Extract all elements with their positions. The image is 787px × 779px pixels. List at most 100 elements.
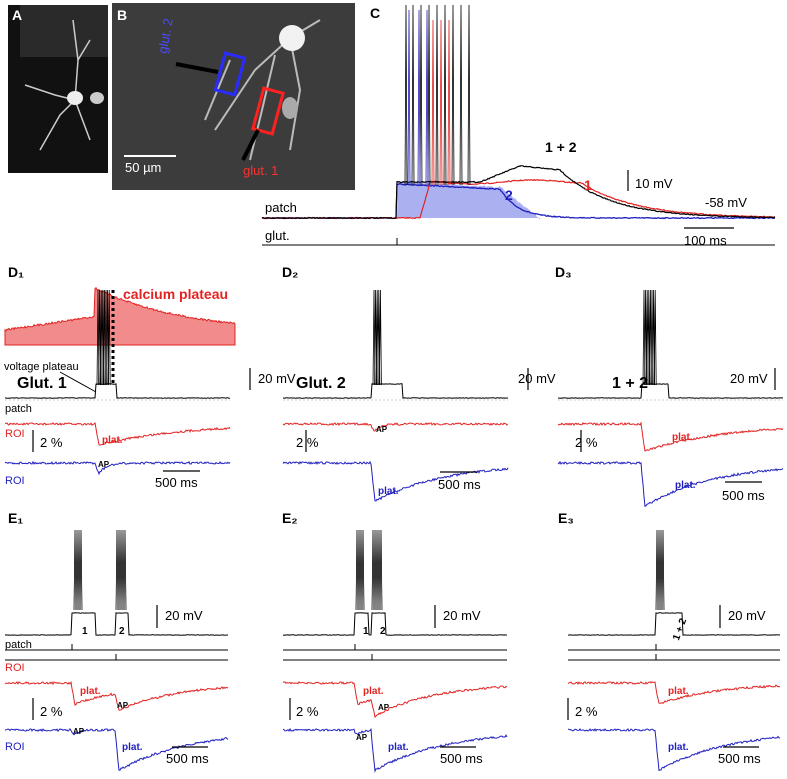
spike — [411, 4, 415, 186]
annotation: plat. — [80, 686, 101, 697]
scale-label: 2 % — [296, 704, 319, 719]
spike — [459, 4, 463, 186]
scale-label: 2 % — [575, 435, 598, 450]
spike — [355, 529, 359, 611]
trace-name: patch — [5, 639, 32, 651]
spike — [79, 529, 83, 611]
roi-label: glut. 1 — [243, 163, 278, 178]
site-label: 1 + 2 — [612, 375, 648, 392]
pipettes — [175, 62, 260, 161]
annotation: plat. — [675, 480, 696, 491]
neuron — [24, 19, 91, 151]
scale-label: 100 ms — [684, 233, 727, 248]
site-label: Glut. 1 — [17, 375, 67, 392]
spike — [115, 529, 119, 611]
scale-label: 2 % — [40, 435, 63, 450]
scale-label: 500 ms — [440, 751, 483, 766]
trace — [4, 680, 229, 711]
trace — [282, 727, 508, 774]
scale-label: 500 ms — [166, 751, 209, 766]
annotation: 2 — [119, 626, 125, 637]
trace-name: glut. — [265, 228, 290, 243]
dendrites — [204, 19, 321, 161]
roi-glut-1 — [251, 86, 285, 136]
trace — [557, 421, 784, 452]
spike — [371, 529, 375, 611]
trace — [567, 612, 781, 636]
panel-label: D₁ — [8, 264, 24, 280]
spike — [117, 529, 121, 611]
scale-label: 10 mV — [635, 176, 673, 191]
spike — [379, 289, 382, 386]
annotation: plat. — [378, 486, 399, 497]
trace — [282, 681, 508, 718]
scale-label: 20 mV — [518, 371, 556, 386]
spike — [657, 529, 661, 611]
trace-name: ROI — [5, 662, 25, 674]
roi-glut-2 — [213, 51, 247, 97]
spike — [359, 529, 363, 611]
soma — [279, 25, 305, 51]
scale-label: 20 mV — [258, 371, 296, 386]
spike — [419, 4, 423, 186]
scale-label: 2 % — [296, 435, 319, 450]
micrograph-b — [112, 3, 355, 190]
annotation: plat. — [102, 435, 123, 446]
scale-label: 2 % — [40, 704, 63, 719]
trace — [282, 612, 508, 636]
spike — [404, 4, 408, 186]
panel-label: C — [370, 5, 380, 21]
annotation: 2 — [380, 626, 386, 637]
spike — [73, 529, 77, 611]
panel-label: A — [12, 7, 22, 23]
scale-label: 500 ms — [718, 751, 761, 766]
trace-name: ROI — [5, 741, 25, 753]
panel-label: E₃ — [558, 510, 574, 526]
scale-label: 20 mV — [730, 371, 768, 386]
trace — [261, 165, 776, 220]
annotation: plat. — [122, 742, 143, 753]
pipette-tip — [90, 92, 104, 104]
scale-label: 20 mV — [728, 608, 766, 623]
spike — [439, 19, 443, 186]
spike — [107, 289, 111, 386]
annotation: plat. — [668, 686, 689, 697]
annotation: calcium plateau — [123, 286, 228, 302]
spike — [655, 529, 659, 611]
panel-label: B — [117, 7, 127, 23]
trace-label: 2 — [505, 187, 513, 203]
rest-label: -58 mV — [705, 195, 747, 210]
spike — [121, 529, 125, 611]
spike — [119, 529, 123, 611]
spike — [431, 19, 435, 186]
spike — [375, 529, 379, 611]
spike — [379, 529, 383, 611]
spike — [443, 4, 447, 186]
panel-c — [261, 4, 776, 246]
soma — [67, 91, 83, 105]
panel-label: D₃ — [555, 264, 572, 280]
annotation: AP — [356, 733, 368, 742]
trace — [4, 422, 231, 446]
panel-label: E₂ — [282, 510, 298, 526]
spike — [425, 9, 429, 186]
trace — [4, 460, 231, 476]
spike — [659, 529, 663, 611]
plateau-area — [397, 181, 540, 220]
panel-label: E₁ — [8, 510, 23, 526]
annotation: voltage plateau — [4, 361, 79, 373]
spike — [407, 9, 411, 186]
pointer — [59, 371, 97, 393]
annotation: AP — [378, 703, 390, 712]
spike — [661, 529, 665, 611]
scale-label: 2 % — [575, 704, 598, 719]
trace — [4, 383, 230, 399]
spike — [377, 529, 381, 611]
scale-label: 500 ms — [722, 488, 765, 503]
spike — [435, 4, 439, 186]
annotation: AP — [98, 460, 110, 469]
micrograph-tile — [20, 5, 108, 57]
scale-label: 20 mV — [443, 608, 481, 623]
spike — [467, 4, 471, 186]
